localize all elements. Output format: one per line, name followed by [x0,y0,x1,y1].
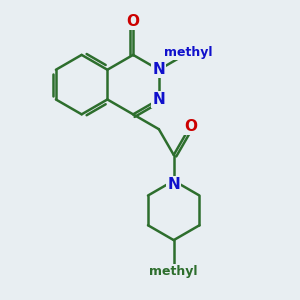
Text: methyl: methyl [149,265,198,278]
Text: N: N [167,177,180,192]
Text: N: N [152,62,165,77]
Text: N: N [152,92,165,107]
Text: methyl: methyl [164,46,212,59]
Text: O: O [127,14,140,29]
Text: O: O [184,118,197,134]
